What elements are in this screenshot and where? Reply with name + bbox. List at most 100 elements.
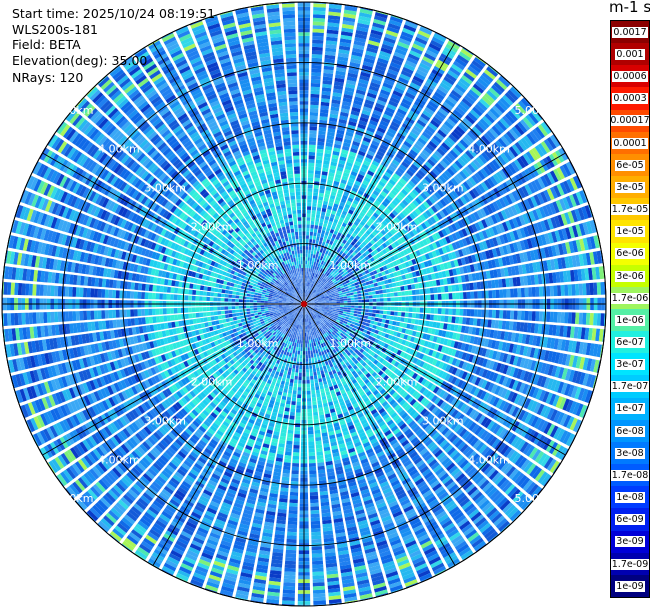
range-gate xyxy=(330,191,337,197)
range-gate xyxy=(459,292,464,300)
range-gate xyxy=(491,309,496,319)
range-gate xyxy=(327,131,335,137)
range-gate xyxy=(342,172,350,178)
range-gate xyxy=(376,183,384,191)
range-gate xyxy=(343,94,353,100)
range-gate xyxy=(410,163,419,172)
range-gate xyxy=(372,212,379,219)
range-gate xyxy=(307,260,310,265)
range-gate xyxy=(310,250,314,255)
range-gate xyxy=(371,78,382,85)
range-gate xyxy=(364,54,376,61)
range-gate xyxy=(343,307,348,310)
range-gate xyxy=(345,241,350,247)
range-gate xyxy=(397,167,405,175)
range-gate xyxy=(319,286,324,290)
range-gate xyxy=(517,288,522,298)
range-gate xyxy=(335,173,342,179)
range-gate xyxy=(427,46,440,55)
range-gate xyxy=(333,203,339,209)
range-gate xyxy=(333,143,342,149)
range-gate xyxy=(484,113,495,124)
range-gate xyxy=(600,282,605,295)
range-gate xyxy=(589,313,594,326)
range-gate xyxy=(377,96,388,103)
range-gate xyxy=(341,257,347,262)
range-gate xyxy=(360,71,371,78)
range-gate xyxy=(432,135,442,144)
range-gate xyxy=(309,463,316,467)
range-gate xyxy=(374,133,383,140)
range-gate xyxy=(476,101,488,112)
range-gate xyxy=(463,71,475,82)
range-gate xyxy=(376,196,383,203)
range-gate xyxy=(347,230,353,236)
range-gate xyxy=(351,286,356,290)
range-gate xyxy=(463,292,467,299)
range-gate xyxy=(429,314,434,321)
range-gate xyxy=(399,34,413,43)
range-gate xyxy=(315,159,323,164)
range-gate xyxy=(305,293,307,297)
range-gate xyxy=(342,311,347,314)
range-gate xyxy=(390,292,395,297)
range-gate xyxy=(393,311,398,316)
range-gate xyxy=(308,295,311,299)
range-gate xyxy=(312,289,315,293)
range-gate xyxy=(325,146,333,151)
range-gate xyxy=(309,141,316,145)
range-gate xyxy=(369,119,378,127)
range-gate xyxy=(307,350,311,355)
range-gate xyxy=(315,273,318,278)
range-gate xyxy=(321,90,331,96)
range-gate xyxy=(317,137,325,143)
range-gate xyxy=(306,282,308,287)
range-gate xyxy=(413,40,426,49)
range-gate xyxy=(405,307,409,312)
range-gate xyxy=(325,47,337,53)
range-gate xyxy=(362,321,367,326)
range-gate xyxy=(320,282,324,286)
range-gate xyxy=(306,299,310,302)
range-gate xyxy=(415,140,425,149)
range-gate xyxy=(338,229,344,234)
range-gate xyxy=(393,156,402,164)
range-gate xyxy=(373,18,386,26)
range-gate xyxy=(353,229,359,235)
range-gate xyxy=(336,308,340,311)
range-gate xyxy=(311,342,314,347)
range-gate xyxy=(307,199,312,203)
range-gate xyxy=(358,305,362,309)
range-gate xyxy=(341,27,354,33)
range-gate xyxy=(365,153,374,160)
range-gate xyxy=(458,51,471,62)
range-gate xyxy=(337,258,342,263)
range-gate xyxy=(454,57,467,68)
range-gate xyxy=(311,542,322,547)
range-gate xyxy=(330,213,335,219)
range-gate xyxy=(449,149,459,159)
range-gate xyxy=(340,307,344,309)
range-gate xyxy=(364,292,369,296)
range-gate xyxy=(367,227,374,233)
range-gate xyxy=(403,140,412,149)
range-gate xyxy=(309,473,317,478)
range-gate xyxy=(314,177,320,182)
range-gate xyxy=(426,314,431,320)
range-gate xyxy=(384,217,391,224)
range-gate xyxy=(487,110,498,121)
range-gate xyxy=(349,114,359,120)
range-gate xyxy=(376,150,385,158)
range-gate xyxy=(371,316,376,321)
range-gate xyxy=(322,284,326,288)
range-gate xyxy=(312,257,315,262)
range-gate xyxy=(372,294,377,299)
range-gate xyxy=(375,64,387,72)
range-gate xyxy=(345,290,350,294)
range-gate xyxy=(426,125,436,134)
range-gate xyxy=(378,54,390,61)
range-gate xyxy=(531,311,536,321)
range-gate xyxy=(308,336,311,340)
range-gate xyxy=(319,237,324,242)
range-gate xyxy=(359,229,365,235)
